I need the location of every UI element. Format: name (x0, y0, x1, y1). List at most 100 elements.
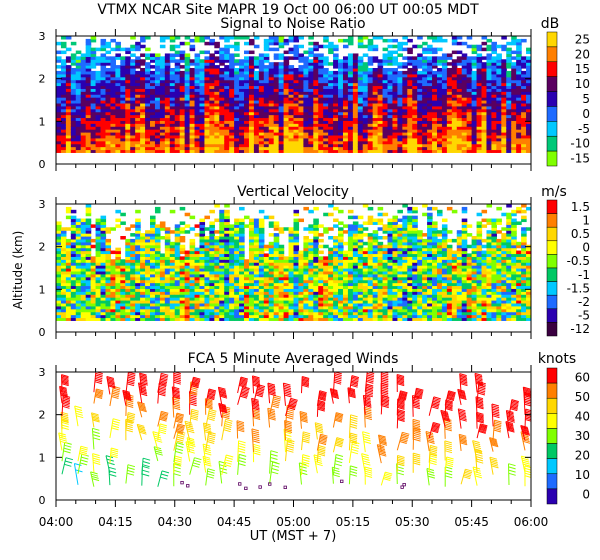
heatmap-cell (115, 123, 121, 127)
heatmap-cell (159, 302, 166, 307)
vv-unit: m/s (541, 184, 567, 200)
heatmap-cell (95, 291, 102, 295)
heatmap-cell (179, 65, 186, 69)
heatmap-cell (209, 82, 215, 87)
heatmap-cell (352, 73, 359, 78)
heatmap-cell (446, 149, 453, 153)
heatmap-cell (229, 111, 235, 116)
heatmap-cell (278, 123, 285, 127)
heatmap-cell (115, 273, 121, 278)
heatmap-cell (471, 137, 478, 142)
heatmap-cell (486, 137, 493, 142)
heatmap-cell (75, 143, 82, 148)
heatmap-cell (258, 308, 265, 313)
heatmap-cell (140, 62, 146, 66)
heatmap-cell (239, 317, 245, 321)
heatmap-cell (352, 108, 359, 113)
heatmap-cell (427, 56, 433, 60)
heatmap-cell (422, 97, 428, 101)
heatmap-cell (273, 247, 280, 252)
heatmap-cell (130, 97, 136, 101)
heatmap-cell (377, 105, 384, 110)
heatmap-cell (125, 317, 131, 321)
heatmap-cell (248, 268, 255, 272)
heatmap-cell (159, 68, 166, 72)
heatmap-cell (248, 79, 255, 84)
heatmap-cell (229, 53, 235, 57)
heatmap-cell (357, 137, 364, 142)
heatmap-cell (461, 129, 468, 133)
heatmap-cell (338, 117, 344, 121)
heatmap-cell (303, 108, 309, 113)
heatmap-cell (521, 88, 527, 92)
heatmap-cell (184, 111, 191, 116)
heatmap-cell (432, 38, 438, 43)
heatmap-cell (169, 105, 176, 110)
heatmap-cell (263, 105, 270, 110)
heatmap-cell (397, 143, 403, 148)
heatmap-cell (135, 129, 141, 133)
heatmap-cell (214, 300, 220, 304)
heatmap-cell (85, 56, 92, 60)
heatmap-cell (184, 79, 191, 84)
heatmap-cell (278, 108, 285, 113)
heatmap-cell (308, 41, 314, 46)
heatmap-cell (526, 123, 531, 127)
heatmap-cell (258, 314, 265, 319)
heatmap-cell (135, 236, 141, 240)
heatmap-cell (239, 85, 245, 89)
heatmap-cell (194, 36, 201, 40)
heatmap-cell (130, 302, 136, 307)
heatmap-cell (199, 224, 206, 228)
heatmap-cell (140, 247, 146, 252)
heatmap-cell (486, 149, 493, 153)
heatmap-cell (80, 300, 87, 304)
heatmap-cell (303, 94, 309, 98)
heatmap-cell (382, 105, 389, 110)
heatmap-cell (60, 97, 67, 101)
heatmap-cell (248, 94, 255, 98)
heatmap-cell (496, 126, 502, 130)
heatmap-cell (184, 250, 191, 255)
heatmap-cell (85, 76, 92, 81)
heatmap-cell (209, 123, 215, 127)
heatmap-cell (154, 262, 161, 266)
heatmap-cell (75, 250, 82, 255)
heatmap-cell (436, 105, 443, 110)
heatmap-cell (159, 253, 166, 257)
heatmap-cell (135, 282, 141, 287)
heatmap-cell (184, 276, 191, 281)
heatmap-cell (258, 244, 265, 249)
heatmap-cell (342, 85, 349, 89)
heatmap-cell (179, 291, 186, 295)
heatmap-cell (85, 105, 92, 110)
heatmap-cell (105, 227, 112, 231)
heatmap-cell (100, 288, 107, 292)
heatmap-cell (432, 62, 438, 66)
heatmap-cell (70, 302, 77, 307)
heatmap-cell (145, 70, 151, 75)
heatmap-cell (372, 79, 379, 84)
heatmap-cell (273, 85, 280, 89)
heatmap-cell (229, 311, 235, 316)
heatmap-cell (253, 241, 260, 246)
heatmap-cell (130, 73, 136, 78)
heatmap-cell (412, 105, 418, 110)
heatmap-cell (268, 221, 275, 225)
heatmap-cell (194, 300, 201, 304)
heatmap-cell (85, 270, 92, 275)
heatmap-cell (357, 146, 364, 151)
heatmap-cell (407, 143, 413, 148)
heatmap-cell (145, 82, 151, 87)
heatmap-cell (407, 94, 413, 98)
heatmap-cell (451, 114, 458, 119)
heatmap-cell (268, 262, 275, 266)
heatmap-cell (293, 70, 300, 75)
heatmap-cell (90, 91, 97, 95)
heatmap-cell (90, 285, 97, 289)
heatmap-cell (303, 59, 309, 63)
heatmap-cell (397, 70, 403, 75)
heatmap-cell (407, 73, 413, 78)
heatmap-cell (244, 302, 250, 307)
heatmap-cell (298, 120, 304, 124)
